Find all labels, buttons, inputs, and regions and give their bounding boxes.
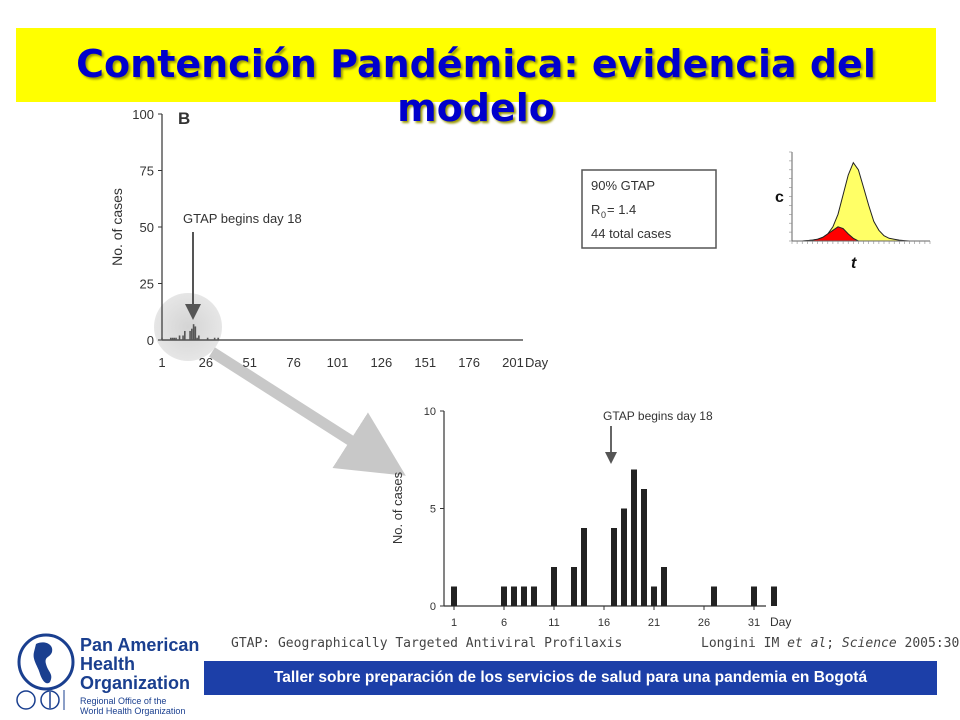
legend-line-2-sub: 0 bbox=[601, 210, 606, 220]
annotation-label: GTAP begins day 18 bbox=[603, 409, 713, 423]
americas-globe-logo bbox=[17, 633, 75, 691]
inset-y-label: c bbox=[775, 189, 784, 206]
x-tick-label: 151 bbox=[414, 355, 436, 370]
title-bar: Contención Pandémica: evidencia del mode… bbox=[16, 28, 936, 130]
x-axis-label: Day bbox=[770, 615, 791, 629]
x-tick-label: 126 bbox=[371, 355, 393, 370]
org-subtitle: Regional Office of the World Health Orga… bbox=[80, 696, 186, 716]
data-bar bbox=[621, 508, 627, 606]
y-axis-label: No. of cases bbox=[109, 188, 125, 266]
data-bar bbox=[531, 586, 537, 606]
y-tick-label: 0 bbox=[430, 601, 436, 613]
footer-text: Taller sobre preparación de los servicio… bbox=[273, 669, 868, 686]
y-tick-label: 25 bbox=[140, 277, 154, 292]
data-bar bbox=[196, 337, 198, 340]
zoom-highlight-circle bbox=[154, 293, 222, 361]
y-tick-label: 0 bbox=[147, 333, 154, 348]
x-tick-label: 176 bbox=[458, 355, 480, 370]
data-bar bbox=[581, 528, 587, 606]
y-tick-label: 50 bbox=[140, 220, 154, 235]
data-bar bbox=[521, 586, 527, 606]
x-tick-label: 201 bbox=[502, 355, 524, 370]
citation-etal: et al bbox=[787, 636, 827, 651]
legend-line-2-r: R bbox=[591, 202, 600, 217]
x-tick-label: 11 bbox=[548, 617, 559, 629]
x-tick-label: 101 bbox=[327, 355, 349, 370]
data-bar bbox=[192, 324, 195, 340]
data-bar bbox=[175, 337, 177, 340]
data-bar bbox=[217, 337, 219, 340]
y-tick-label: 100 bbox=[132, 107, 154, 122]
x-tick-label: 26 bbox=[199, 355, 213, 370]
x-tick-label: 76 bbox=[286, 355, 300, 370]
x-tick-label: 21 bbox=[648, 617, 660, 629]
data-bar bbox=[451, 586, 457, 606]
data-bar bbox=[711, 586, 717, 606]
citation-journal: Science bbox=[841, 636, 897, 651]
gtap-definition-note: GTAP: Geographically Targeted Antiviral … bbox=[231, 636, 623, 651]
legend-line-2-val: = 1.4 bbox=[607, 202, 636, 217]
y-axis-label: No. of cases bbox=[390, 471, 405, 544]
data-bar bbox=[651, 586, 657, 606]
data-bar bbox=[213, 337, 216, 340]
data-bar bbox=[171, 337, 174, 340]
data-bar bbox=[161, 337, 163, 340]
data-bar bbox=[182, 335, 184, 340]
zoom-connector-arrow bbox=[209, 347, 406, 476]
slide-title: Contención Pandémica: evidencia del mode… bbox=[76, 42, 876, 130]
citation-separator: ; bbox=[826, 636, 842, 651]
y-tick-label: 75 bbox=[140, 164, 154, 179]
citation-author: Longini IM bbox=[701, 636, 788, 651]
data-bar bbox=[178, 335, 181, 340]
data-bar bbox=[551, 567, 557, 606]
data-bar bbox=[641, 489, 647, 606]
data-bar bbox=[169, 337, 172, 340]
data-bar bbox=[771, 586, 777, 606]
panel-label: B bbox=[178, 109, 190, 128]
data-bar bbox=[173, 337, 176, 340]
data-bar bbox=[611, 528, 617, 606]
legend-line-1: 90% GTAP bbox=[591, 178, 655, 193]
x-tick-label: 51 bbox=[243, 355, 257, 370]
data-bar bbox=[751, 586, 757, 606]
chart-epidemic-curve-inset: ct bbox=[775, 151, 931, 272]
data-bar bbox=[189, 330, 191, 340]
data-bar bbox=[198, 335, 200, 340]
x-tick-label: 16 bbox=[598, 617, 610, 629]
paho-emblem-icon bbox=[16, 690, 36, 710]
citation-year: 2005:309 bbox=[904, 636, 960, 651]
org-name: Pan American Health Organization bbox=[80, 635, 200, 693]
y-tick-label: 5 bbox=[430, 504, 436, 516]
legend-line-3: 44 total cases bbox=[591, 226, 672, 241]
data-bar bbox=[501, 586, 507, 606]
x-tick-label: 31 bbox=[748, 617, 760, 629]
x-tick-label: 6 bbox=[501, 617, 507, 629]
inset-x-label: t bbox=[851, 255, 857, 272]
x-tick-label: 26 bbox=[698, 617, 710, 629]
who-emblem-icon bbox=[40, 690, 60, 710]
legend-box bbox=[581, 169, 717, 249]
citation-note: Longini IM et al; Science 2005:309 bbox=[701, 636, 960, 651]
data-bar bbox=[661, 567, 667, 606]
paho-logo bbox=[16, 633, 75, 710]
data-bar bbox=[571, 567, 577, 606]
data-bar bbox=[206, 337, 209, 340]
x-tick-label: 1 bbox=[158, 355, 165, 370]
data-bar bbox=[194, 326, 197, 340]
x-tick-label: 1 bbox=[451, 617, 457, 629]
annotation-label: GTAP begins day 18 bbox=[183, 211, 302, 226]
data-bar bbox=[511, 586, 517, 606]
data-bar bbox=[191, 328, 193, 340]
data-bar bbox=[631, 469, 637, 606]
y-tick-label: 10 bbox=[424, 406, 436, 418]
data-bar bbox=[184, 330, 186, 340]
footer-bar: Taller sobre preparación de los servicio… bbox=[204, 661, 937, 695]
x-axis-label: Day bbox=[525, 355, 549, 370]
